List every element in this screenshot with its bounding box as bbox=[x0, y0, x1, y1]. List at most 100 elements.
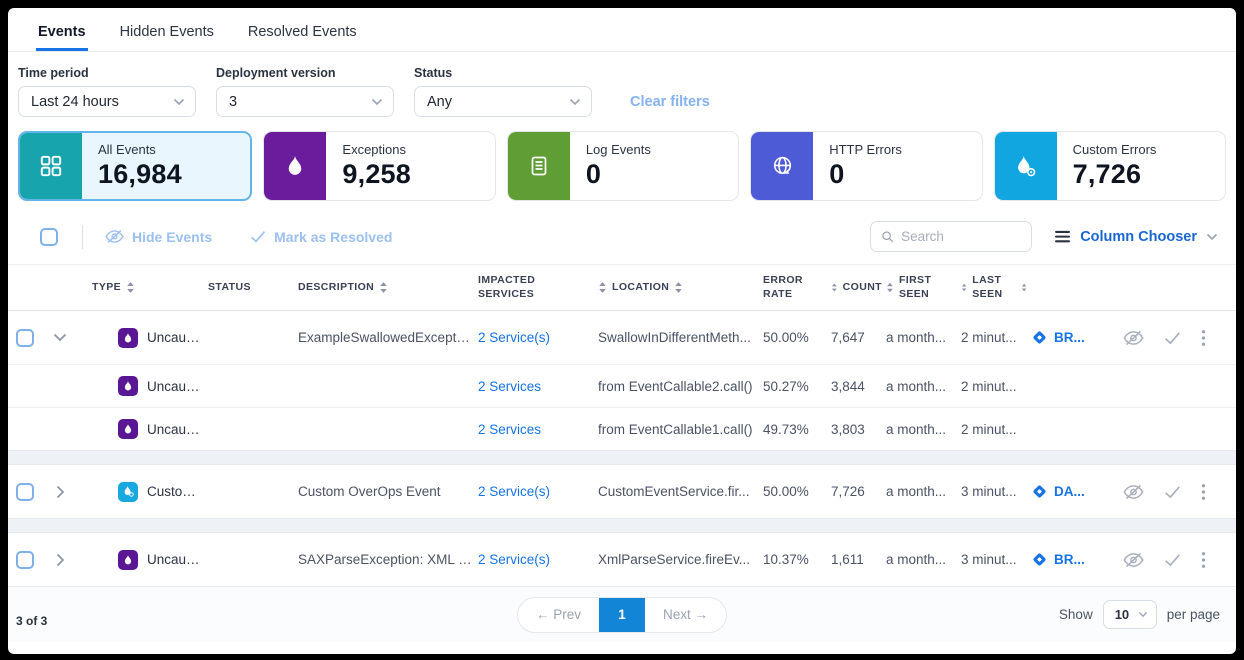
column-chooser-label: Column Chooser bbox=[1080, 228, 1197, 245]
resolve-event-icon[interactable] bbox=[1164, 553, 1181, 567]
card-label: HTTP Errors bbox=[829, 142, 902, 157]
table-row[interactable]: Uncaught Exce... ExampleSwallowedExcepti… bbox=[8, 311, 1236, 364]
ticket-link[interactable]: BR... bbox=[1054, 552, 1085, 567]
deployment-version-label: Deployment version bbox=[216, 66, 336, 80]
ticket-link[interactable]: BR... bbox=[1054, 330, 1085, 345]
search-box bbox=[870, 221, 1033, 252]
first-seen-cell: a month... bbox=[886, 421, 947, 437]
table-row[interactable]: Uncaught Exce... SAXParseException: XML … bbox=[8, 533, 1236, 586]
mark-resolved-button[interactable]: Mark as Resolved bbox=[250, 229, 392, 245]
globe-icon bbox=[751, 132, 814, 200]
last-seen-cell: 2 minut... bbox=[961, 421, 1017, 437]
count-cell: 7,726 bbox=[831, 484, 865, 499]
header-status[interactable]: STATUS bbox=[208, 280, 251, 293]
card-http-errors[interactable]: HTTP Errors 0 bbox=[750, 131, 983, 201]
row-menu-icon[interactable] bbox=[1201, 329, 1206, 347]
jira-ticket-icon bbox=[1033, 485, 1046, 498]
header-description[interactable]: DESCRIPTION bbox=[298, 281, 478, 294]
error-rate-cell: 50.27% bbox=[763, 378, 809, 394]
row-count-label: 3 of 3 bbox=[16, 614, 48, 628]
header-type[interactable]: TYPE bbox=[78, 281, 208, 294]
select-all-checkbox[interactable] bbox=[40, 227, 58, 246]
sort-icon[interactable] bbox=[831, 281, 838, 294]
first-seen-cell: a month... bbox=[886, 552, 947, 567]
card-all-events[interactable]: All Events 16,984 bbox=[18, 131, 253, 201]
hide-event-icon[interactable] bbox=[1123, 552, 1144, 568]
next-page-button[interactable]: Next → bbox=[663, 607, 709, 622]
table-header: TYPE STATUS DESCRIPTION IMPACTED SERVICE… bbox=[8, 264, 1236, 311]
deployment-version-select[interactable]: 3 bbox=[216, 86, 394, 117]
time-period-select[interactable]: Last 24 hours bbox=[18, 86, 196, 117]
services-link[interactable]: 2 Service(s) bbox=[478, 484, 551, 499]
hide-events-button[interactable]: Hide Events bbox=[105, 229, 212, 245]
hide-event-icon[interactable] bbox=[1123, 484, 1144, 500]
header-location[interactable]: LOCATION bbox=[598, 281, 763, 294]
row-checkbox[interactable] bbox=[16, 550, 34, 569]
sort-icon[interactable] bbox=[886, 281, 894, 294]
card-value: 9,258 bbox=[342, 159, 411, 189]
services-link[interactable]: 2 Service(s) bbox=[478, 330, 551, 345]
chevron-down-icon bbox=[53, 333, 67, 342]
header-first-seen[interactable]: FIRST SEEN bbox=[886, 274, 961, 300]
column-chooser-button[interactable]: Column Chooser bbox=[1054, 229, 1218, 245]
sort-icon[interactable] bbox=[379, 281, 388, 294]
error-rate-cell: 50.00% bbox=[763, 484, 809, 499]
sort-icon[interactable] bbox=[126, 281, 135, 294]
location-cell: SwallowInDifferentMeth... bbox=[598, 330, 751, 345]
search-input[interactable] bbox=[901, 229, 1022, 244]
table-subrow[interactable]: Uncaught Exce... 2 Services from EventCa… bbox=[8, 407, 1236, 450]
ticket-link[interactable]: DA... bbox=[1054, 484, 1085, 499]
card-value: 16,984 bbox=[98, 159, 182, 189]
page-size-select[interactable]: 10 bbox=[1102, 600, 1157, 629]
first-seen-cell: a month... bbox=[886, 484, 947, 499]
resolve-event-icon[interactable] bbox=[1164, 485, 1181, 499]
page-size-control: Show 10 per page bbox=[1059, 600, 1220, 629]
first-seen-cell: a month... bbox=[886, 330, 947, 345]
table-row[interactable]: Custom Error Custom OverOps Event 2 Serv… bbox=[8, 465, 1236, 518]
sort-icon[interactable] bbox=[961, 281, 967, 294]
services-link[interactable]: 2 Service(s) bbox=[478, 552, 551, 567]
flame-icon bbox=[264, 132, 327, 200]
header-count[interactable]: COUNT bbox=[831, 281, 886, 294]
card-value: 0 bbox=[829, 159, 845, 189]
resolve-event-icon[interactable] bbox=[1164, 331, 1181, 345]
header-error-rate[interactable]: ERROR RATE bbox=[763, 274, 803, 300]
description-cell: SAXParseException: XML d... bbox=[298, 552, 477, 567]
row-menu-icon[interactable] bbox=[1201, 483, 1206, 501]
row-checkbox[interactable] bbox=[16, 328, 34, 347]
clear-filters-button[interactable]: Clear filters bbox=[630, 94, 710, 110]
collapse-row-button[interactable] bbox=[48, 333, 78, 342]
chevron-right-icon bbox=[56, 485, 64, 498]
expand-row-button[interactable] bbox=[48, 485, 78, 499]
filter-status: Status Any bbox=[414, 66, 592, 117]
header-impacted-services[interactable]: IMPACTED SERVICES bbox=[478, 274, 536, 300]
row-checkbox[interactable] bbox=[16, 482, 34, 501]
services-link[interactable]: 2 Services bbox=[478, 421, 542, 437]
services-link[interactable]: 2 Services bbox=[478, 378, 542, 394]
sort-icon[interactable] bbox=[598, 281, 607, 294]
hide-event-icon[interactable] bbox=[1123, 330, 1144, 346]
card-custom-errors[interactable]: Custom Errors 7,726 bbox=[993, 131, 1227, 201]
time-period-value: Last 24 hours bbox=[31, 93, 119, 110]
eye-slash-icon bbox=[105, 230, 124, 243]
card-exceptions[interactable]: Exceptions 9,258 bbox=[263, 131, 496, 201]
status-select[interactable]: Any bbox=[414, 86, 592, 117]
row-group: Uncaught Exce... ExampleSwallowedExcepti… bbox=[8, 311, 1236, 451]
current-page-button[interactable]: 1 bbox=[599, 597, 645, 632]
prev-page-button[interactable]: ← Prev bbox=[535, 607, 581, 622]
tab-hidden-events[interactable]: Hidden Events bbox=[119, 24, 214, 40]
card-log-events[interactable]: Log Events 0 bbox=[506, 131, 740, 201]
header-last-seen[interactable]: LAST SEEN bbox=[961, 274, 1031, 300]
row-menu-icon[interactable] bbox=[1201, 551, 1206, 569]
table-subrow[interactable]: Uncaught Exce... 2 Services from EventCa… bbox=[8, 364, 1236, 407]
expand-row-button[interactable] bbox=[48, 553, 78, 567]
search-icon bbox=[882, 231, 894, 243]
sort-icon[interactable] bbox=[674, 281, 683, 294]
uncaught-exception-icon bbox=[118, 419, 138, 439]
sort-icon[interactable] bbox=[1021, 281, 1027, 294]
card-label: Log Events bbox=[585, 142, 651, 157]
row-group: Uncaught Exce... SAXParseException: XML … bbox=[8, 532, 1236, 587]
tab-events[interactable]: Events bbox=[36, 14, 88, 51]
filters-bar: Time period Last 24 hours Deployment ver… bbox=[8, 52, 1236, 121]
tab-resolved-events[interactable]: Resolved Events bbox=[247, 24, 357, 40]
